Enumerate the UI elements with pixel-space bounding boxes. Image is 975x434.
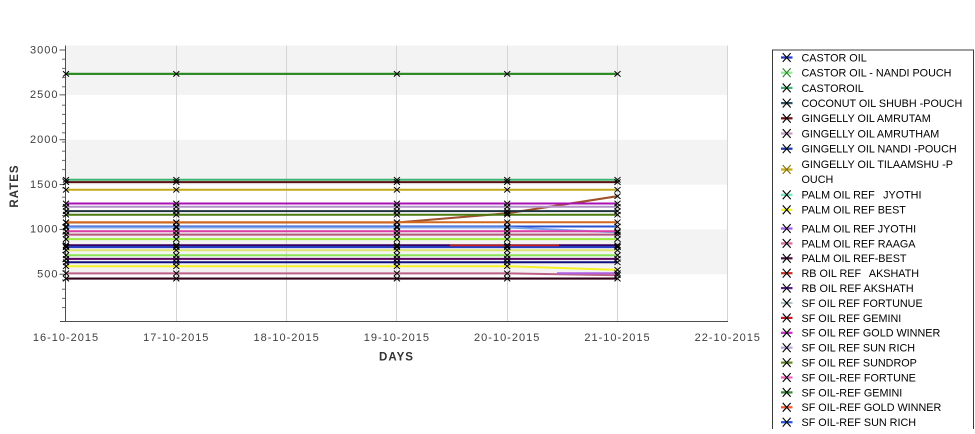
svg-text:PALM OIL REF RAAGA: PALM OIL REF RAAGA [802, 238, 917, 250]
svg-text:COCONUT OIL SHUBH -POUCH: COCONUT OIL SHUBH -POUCH [802, 98, 963, 110]
svg-text:18-10-2015: 18-10-2015 [253, 332, 319, 344]
svg-text:PALM OIL REF-BEST: PALM OIL REF-BEST [802, 253, 907, 265]
svg-text:CASTOR OIL: CASTOR OIL [802, 52, 867, 64]
svg-text:SF OIL REF SUNDROP: SF OIL REF SUNDROP [802, 358, 917, 370]
svg-text:PALM OIL REF JYOTHI: PALM OIL REF JYOTHI [802, 190, 922, 202]
svg-text:SF OIL REF GEMINI: SF OIL REF GEMINI [802, 313, 902, 325]
svg-text:OUCH: OUCH [802, 174, 834, 186]
svg-text:SF OIL-REF FORTUNE: SF OIL-REF FORTUNE [802, 372, 916, 384]
svg-text:GINGELLY OIL NANDI -POUCH: GINGELLY OIL NANDI -POUCH [802, 144, 957, 156]
svg-text:RATES: RATES [9, 164, 21, 207]
svg-text:PALM OIL REF BEST: PALM OIL REF BEST [802, 205, 907, 217]
svg-text:17-10-2015: 17-10-2015 [143, 332, 209, 344]
svg-text:SF OIL-REF GOLD WINNER: SF OIL-REF GOLD WINNER [802, 402, 942, 414]
svg-text:19-10-2015: 19-10-2015 [364, 332, 430, 344]
svg-text:DAYS: DAYS [379, 352, 414, 364]
svg-text:GINGELLY OIL TILAAMSHU -P: GINGELLY OIL TILAAMSHU -P [802, 159, 953, 171]
svg-text:2000: 2000 [30, 134, 58, 146]
svg-text:20-10-2015: 20-10-2015 [474, 332, 540, 344]
svg-text:21-10-2015: 21-10-2015 [584, 332, 650, 344]
svg-text:SF OIL REF GOLD WINNER: SF OIL REF GOLD WINNER [802, 328, 941, 340]
svg-text:500: 500 [37, 269, 58, 281]
svg-text:RB OIL REF AKSHATH: RB OIL REF AKSHATH [802, 283, 914, 295]
svg-text:CASTOROIL: CASTOROIL [802, 83, 864, 95]
svg-text:16-10-2015: 16-10-2015 [33, 332, 99, 344]
svg-text:SF OIL-REF SUN RICH: SF OIL-REF SUN RICH [802, 417, 917, 429]
svg-text:GINGELLY OIL AMRUTAM: GINGELLY OIL AMRUTAM [802, 113, 931, 125]
svg-text:1500: 1500 [30, 179, 58, 191]
svg-text:RB OIL REF AKSHATH: RB OIL REF AKSHATH [802, 268, 920, 280]
svg-text:GINGELLY OIL AMRUTHAM: GINGELLY OIL AMRUTHAM [802, 128, 940, 140]
svg-text:SF OIL REF SUN RICH: SF OIL REF SUN RICH [802, 343, 916, 355]
svg-text:SF OIL-REF GEMINI: SF OIL-REF GEMINI [802, 387, 903, 399]
svg-text:CASTOR OIL - NANDI POUCH: CASTOR OIL - NANDI POUCH [802, 68, 952, 80]
svg-text:2500: 2500 [30, 89, 58, 101]
svg-text:PALM OIL REF JYOTHI: PALM OIL REF JYOTHI [802, 223, 917, 235]
svg-text:1000: 1000 [30, 224, 58, 236]
svg-text:SF OIL REF FORTUNUE: SF OIL REF FORTUNUE [802, 298, 923, 310]
svg-text:3000: 3000 [30, 44, 58, 56]
svg-text:22-10-2015: 22-10-2015 [695, 332, 761, 344]
